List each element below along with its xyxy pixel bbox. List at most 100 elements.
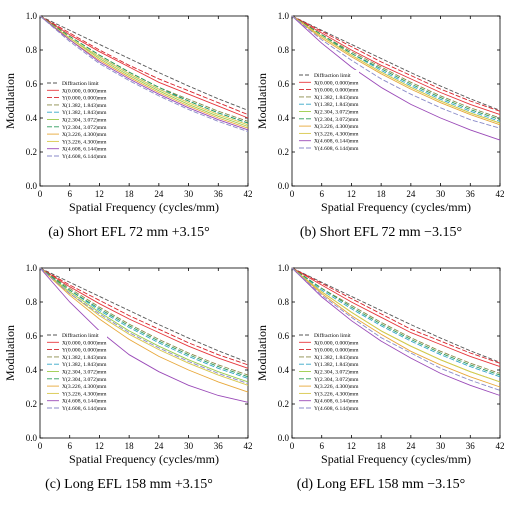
x-tick-label: 24	[406, 189, 416, 199]
y-tick-label: 0.0	[26, 433, 38, 443]
x-tick-label: 6	[67, 189, 72, 199]
y-tick-label: 0.4	[26, 365, 38, 375]
legend-entry: X(4.608, 6.144)mm	[314, 398, 359, 405]
y-tick-label: 0.2	[26, 399, 37, 409]
x-tick-label: 36	[214, 189, 224, 199]
legend-entry: X(1.382, 1.843)mm	[314, 354, 359, 361]
x-tick-label: 18	[377, 189, 387, 199]
legend-entry: Y(0.000, 0.000)mm	[314, 87, 359, 94]
y-tick-label: 1.0	[26, 263, 38, 273]
y-tick-label: 0.4	[278, 365, 290, 375]
series-line-1	[291, 15, 501, 111]
series-line-2	[291, 267, 501, 368]
legend-entry: Y(4.608, 6.144)mm	[62, 153, 107, 160]
x-axis-title: Spatial Frequency (cycles/mm)	[69, 200, 219, 214]
legend-entry: Y(1.382, 1.843)mm	[314, 361, 359, 368]
caption-a: (a) Short EFL 72 mm +3.15°	[48, 225, 210, 240]
series-line-1	[39, 267, 249, 363]
x-tick-label: 12	[347, 441, 356, 451]
y-tick-label: 0.2	[278, 147, 289, 157]
x-tick-label: 42	[496, 189, 505, 199]
series-line-4	[291, 15, 501, 119]
legend-entry: X(1.382, 1.843)mm	[62, 354, 107, 361]
series-line-9	[291, 267, 501, 383]
series-line-3	[291, 267, 501, 364]
legend-entry: Y(3.226, 4.300)mm	[62, 390, 107, 397]
x-tick-label: 6	[67, 441, 72, 451]
series-line-11	[291, 267, 501, 391]
x-axis-title: Spatial Frequency (cycles/mm)	[321, 200, 471, 214]
legend-entry: X(0.000, 0.000)mm	[314, 79, 359, 86]
series-line-4	[39, 267, 249, 376]
x-tick-label: 6	[319, 441, 324, 451]
x-tick-label: 0	[290, 189, 295, 199]
x-tick-label: 12	[95, 189, 104, 199]
x-tick-label: 36	[214, 441, 224, 451]
caption-c: (c) Long EFL 158 mm +3.15°	[45, 477, 213, 492]
y-tick-label: 0.6	[278, 331, 290, 341]
x-tick-label: 0	[38, 441, 43, 451]
series-line-7	[39, 15, 249, 124]
legend-entry: X(3.226, 4.300)mm	[62, 383, 107, 390]
series-line-5	[291, 267, 501, 378]
series-line-11	[39, 267, 249, 385]
x-axis-title: Spatial Frequency (cycles/mm)	[69, 452, 219, 466]
y-tick-label: 1.0	[278, 263, 290, 273]
legend-entry: Y(1.382, 1.843)mm	[62, 109, 107, 116]
x-tick-label: 30	[436, 441, 446, 451]
chart-d: 0.0 0.2 0.4 0.6 0.8 1.0 0 6 12 18 24 30 36 42 Spatial …	[255, 263, 505, 466]
y-axis-title: Modulation	[255, 325, 269, 381]
series-line-1	[39, 15, 249, 111]
y-tick-label: 1.0	[278, 11, 290, 21]
series-line-2	[39, 15, 249, 119]
legend-entry: X(3.226, 4.300)mm	[62, 131, 107, 138]
series-line-3	[291, 15, 501, 112]
plot-frame	[39, 267, 249, 439]
series-line-6	[39, 267, 249, 383]
y-tick-label: 0.0	[278, 433, 290, 443]
y-tick-label: 0.2	[26, 147, 37, 157]
series-line-7	[291, 15, 501, 121]
series-line-11	[291, 15, 501, 129]
chart-panel-b: 0.0 0.2 0.4 0.6 0.8 1.0 0 6 12 18 24 30 36 42 Spatial …	[252, 0, 510, 254]
series-line-7	[291, 267, 501, 376]
legend-entry: X(1.382, 1.843)mm	[62, 102, 107, 109]
x-tick-label: 42	[496, 441, 505, 451]
legend-entry: Y(3.226, 4.300)mm	[314, 130, 359, 137]
legend-entry: X(2.304, 3.072)mm	[314, 369, 359, 376]
plot-frame	[291, 15, 501, 187]
legend-box	[45, 330, 107, 415]
legend-entry: X(0.000, 0.000)mm	[314, 339, 359, 346]
x-tick-label: 42	[244, 441, 253, 451]
series-line-9	[291, 15, 501, 124]
x-tick-label: 6	[319, 189, 324, 199]
y-tick-label: 0.4	[278, 113, 290, 123]
y-tick-label: 0.4	[26, 113, 38, 123]
legend-entry: X(1.382, 1.843)mm	[314, 94, 359, 101]
series-line-3	[39, 267, 249, 366]
y-tick-label: 0.2	[278, 399, 289, 409]
legend-entry: Y(0.000, 0.000)mm	[62, 95, 107, 102]
y-tick-label: 1.0	[26, 11, 38, 21]
series-line-10	[39, 267, 249, 403]
legend-entry: X(4.608, 6.144)mm	[62, 398, 107, 405]
legend-entry: X(3.226, 4.300)mm	[314, 383, 359, 390]
x-tick-label: 36	[466, 189, 476, 199]
y-tick-label: 0.6	[278, 79, 290, 89]
legend-entry: X(2.304, 3.072)mm	[62, 117, 107, 124]
plot-frame	[291, 267, 501, 439]
caption-d: (d) Long EFL 158 mm −3.15°	[296, 477, 466, 492]
legend-entry: X(2.304, 3.072)mm	[62, 369, 107, 376]
legend-entry: Diffraction limit	[314, 332, 351, 339]
series-line-2	[39, 267, 249, 369]
chart-b: 0.0 0.2 0.4 0.6 0.8 1.0 0 6 12 18 24 30 36 42 Spatial …	[255, 11, 505, 214]
legend-entry: Y(0.000, 0.000)mm	[62, 347, 107, 354]
legend-entry: Y(1.382, 1.843)mm	[314, 101, 359, 108]
series-line-11	[39, 15, 249, 133]
legend-entry: X(4.608, 6.144)mm	[314, 138, 359, 145]
y-tick-label: 0.6	[26, 331, 38, 341]
legend-entry: Y(2.304, 3.072)mm	[314, 116, 359, 123]
series-line-3	[39, 15, 249, 116]
chart-panel-d: 0.0 0.2 0.4 0.6 0.8 1.0 0 6 12 18 24 30 36 42 Spatial …	[252, 252, 510, 506]
y-tick-label: 0.8	[26, 45, 38, 55]
